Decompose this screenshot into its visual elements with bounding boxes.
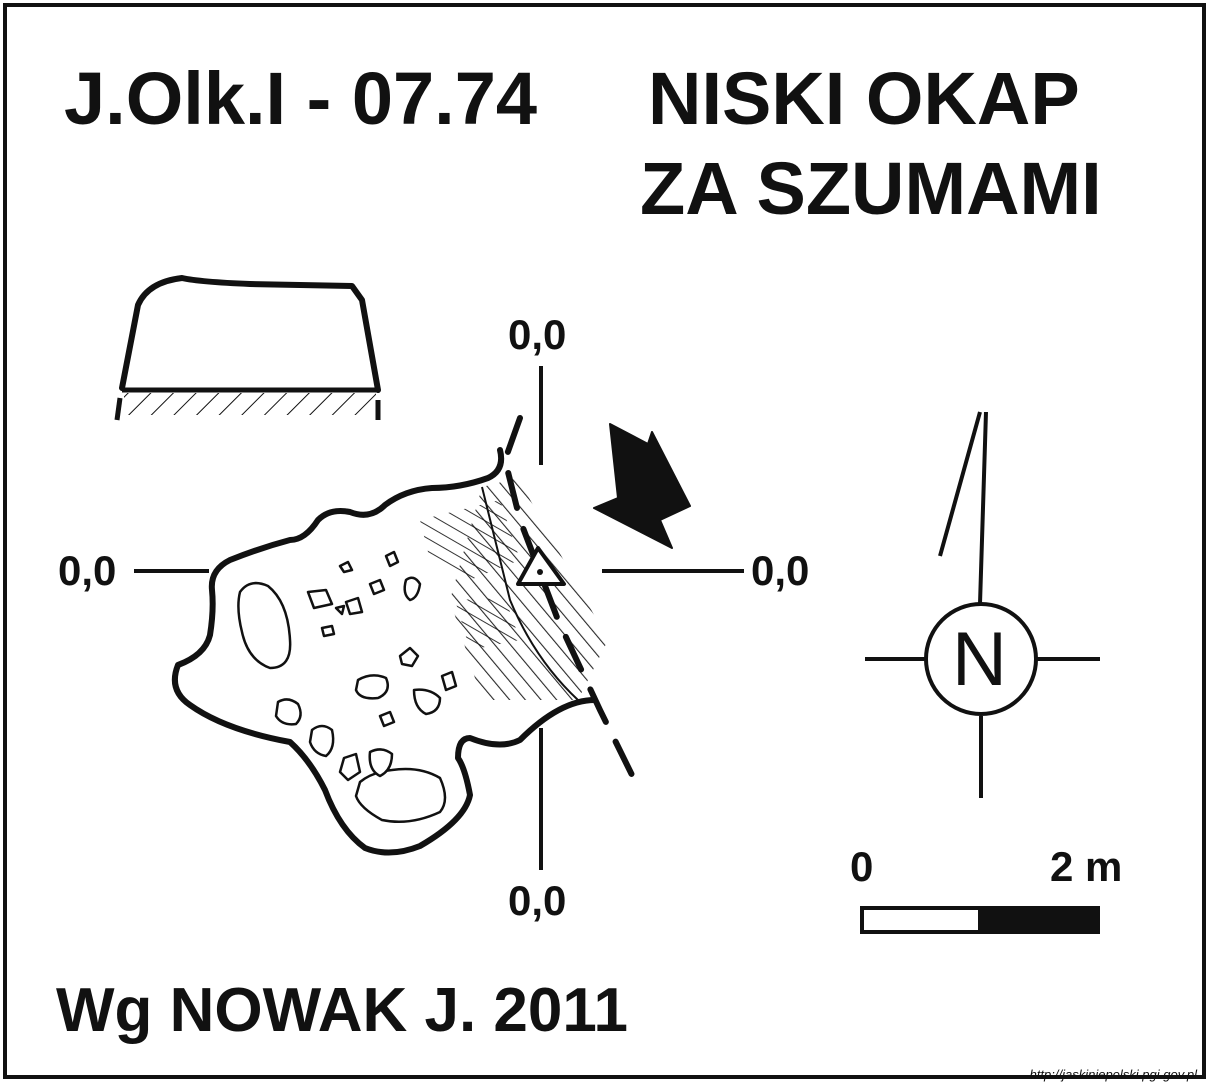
map-frame: [3, 3, 1206, 1079]
coordinate-top: 0,0: [508, 311, 567, 358]
scale-end-label: 2 m: [1050, 843, 1123, 890]
coordinate-left: 0,0: [58, 547, 117, 594]
survey-station-icon: [516, 546, 566, 586]
source-link[interactable]: http://jaskiniepolski.pgi.gov.pl: [1029, 1067, 1197, 1082]
cross-section: [114, 275, 381, 421]
boulders: [237, 550, 458, 823]
north-arrow-icon: [865, 411, 1100, 798]
cave-name-line2: ZA SZUMAMI: [640, 147, 1102, 230]
author-credit: Wg NOWAK J. 2011: [56, 976, 628, 1045]
cave-name-line1: NISKI OKAP: [648, 57, 1080, 140]
entrance-arrow-icon: [593, 423, 691, 549]
cave-code: J.Olk.I - 07.74: [64, 57, 538, 140]
scale-bar: [860, 906, 1100, 934]
north-label: N: [952, 617, 1007, 702]
coordinate-grid: [134, 366, 744, 870]
scale-start-label: 0: [850, 843, 874, 890]
coordinate-bottom: 0,0: [508, 877, 567, 924]
cave-plan: [172, 415, 635, 856]
coordinate-right: 0,0: [751, 547, 810, 594]
